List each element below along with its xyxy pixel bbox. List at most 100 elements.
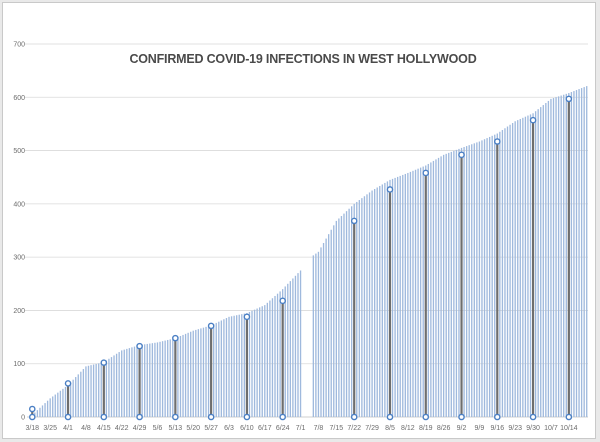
bar <box>123 349 125 417</box>
y-axis-ticks: 0 100 200 300 400 500 600 700 <box>13 42 25 422</box>
highlight-top-marker <box>100 359 108 366</box>
bar <box>563 94 565 418</box>
bar <box>144 344 146 417</box>
bar <box>384 182 386 417</box>
bar <box>299 270 302 417</box>
bar <box>205 326 207 417</box>
bar <box>169 339 171 417</box>
bar <box>236 315 238 417</box>
bar <box>98 363 100 417</box>
bar <box>417 168 419 417</box>
bar <box>471 144 473 417</box>
bar <box>213 324 215 417</box>
x-tick-label: 10/14 <box>560 425 578 432</box>
bar <box>501 130 504 417</box>
x-tick-label: 5/20 <box>186 425 200 432</box>
x-tick-label: 5/27 <box>204 425 218 432</box>
highlight-base-marker <box>243 413 251 421</box>
bar <box>552 98 555 417</box>
bar <box>570 92 573 417</box>
bar <box>44 403 46 417</box>
highlight-base-marker <box>136 413 143 421</box>
bar <box>463 146 465 418</box>
bar <box>52 396 54 417</box>
highlight-base-marker <box>172 413 179 421</box>
bar <box>560 95 562 417</box>
bar <box>151 343 154 417</box>
bar <box>325 238 327 417</box>
highlight-base-marker <box>529 413 537 421</box>
bar <box>128 348 131 417</box>
bar <box>251 310 253 417</box>
bar <box>547 100 550 418</box>
bar <box>154 342 156 417</box>
x-tick-label: 7/22 <box>347 425 361 432</box>
chart-frame: 0 100 200 300 400 500 600 700 3/18 3/25 4/1 4/8 4/1… <box>2 2 596 439</box>
bar <box>396 176 399 417</box>
highlight-bar <box>138 346 141 417</box>
bar <box>371 190 373 417</box>
bar <box>435 159 437 418</box>
y-tick-label: 0 <box>21 415 25 422</box>
highlight-top-marker <box>458 151 465 159</box>
bar <box>284 286 286 417</box>
highlight-base-marker <box>458 413 465 421</box>
highlight-top-marker <box>422 169 430 177</box>
x-tick-label: 8/5 <box>385 425 395 432</box>
bar <box>297 273 299 417</box>
y-tick-label: 100 <box>13 361 25 368</box>
highlight-base-marker <box>100 413 108 421</box>
bar <box>540 107 542 418</box>
bar <box>361 198 363 417</box>
x-tick-label: 7/29 <box>365 425 379 432</box>
bar <box>550 98 552 418</box>
bar <box>39 407 41 417</box>
bar <box>225 318 228 417</box>
x-axis-ticks: 3/18 3/25 4/1 4/8 4/15 4/22 4/29 5/6 5/13 5/20 5/2… <box>25 425 577 432</box>
bar <box>274 295 276 417</box>
bar <box>118 352 120 417</box>
x-tick-label: 5/13 <box>169 425 183 432</box>
bar <box>264 305 266 417</box>
bar <box>256 308 258 417</box>
bar <box>419 167 422 417</box>
x-tick-label: 8/12 <box>401 425 415 432</box>
bar <box>542 105 544 417</box>
bar <box>575 90 578 418</box>
bar <box>391 178 394 417</box>
x-tick-label: 9/9 <box>475 425 485 432</box>
highlight-top-marker <box>493 138 501 145</box>
x-tick-label: 6/17 <box>258 425 272 432</box>
bar <box>41 405 44 417</box>
bar <box>312 255 314 417</box>
bar <box>177 337 179 417</box>
bar <box>427 163 429 417</box>
bar <box>92 364 95 417</box>
bar <box>376 187 378 417</box>
highlight-top-marker <box>529 116 537 124</box>
bar <box>241 314 243 417</box>
bar <box>338 218 340 417</box>
bar <box>333 225 335 417</box>
bar <box>136 345 138 417</box>
bars <box>31 86 588 418</box>
highlight-base-marker <box>28 413 36 421</box>
highlight-base-marker <box>207 413 215 421</box>
bar <box>159 341 161 417</box>
bar <box>448 152 450 417</box>
bar <box>473 143 475 418</box>
bar <box>381 184 383 417</box>
highlight-bar <box>496 141 499 417</box>
chart-title: CONFIRMED COVID-19 INFECTIONS IN WEST HO… <box>129 52 476 66</box>
bar <box>565 93 567 418</box>
bar <box>327 234 330 417</box>
bar <box>504 128 506 417</box>
bar <box>491 135 493 417</box>
bar <box>366 194 368 417</box>
bar <box>511 123 514 417</box>
bar <box>243 313 246 417</box>
x-tick-label: 7/1 <box>296 425 306 432</box>
gridlines <box>25 43 588 418</box>
bar <box>230 316 233 417</box>
bar <box>499 131 501 418</box>
